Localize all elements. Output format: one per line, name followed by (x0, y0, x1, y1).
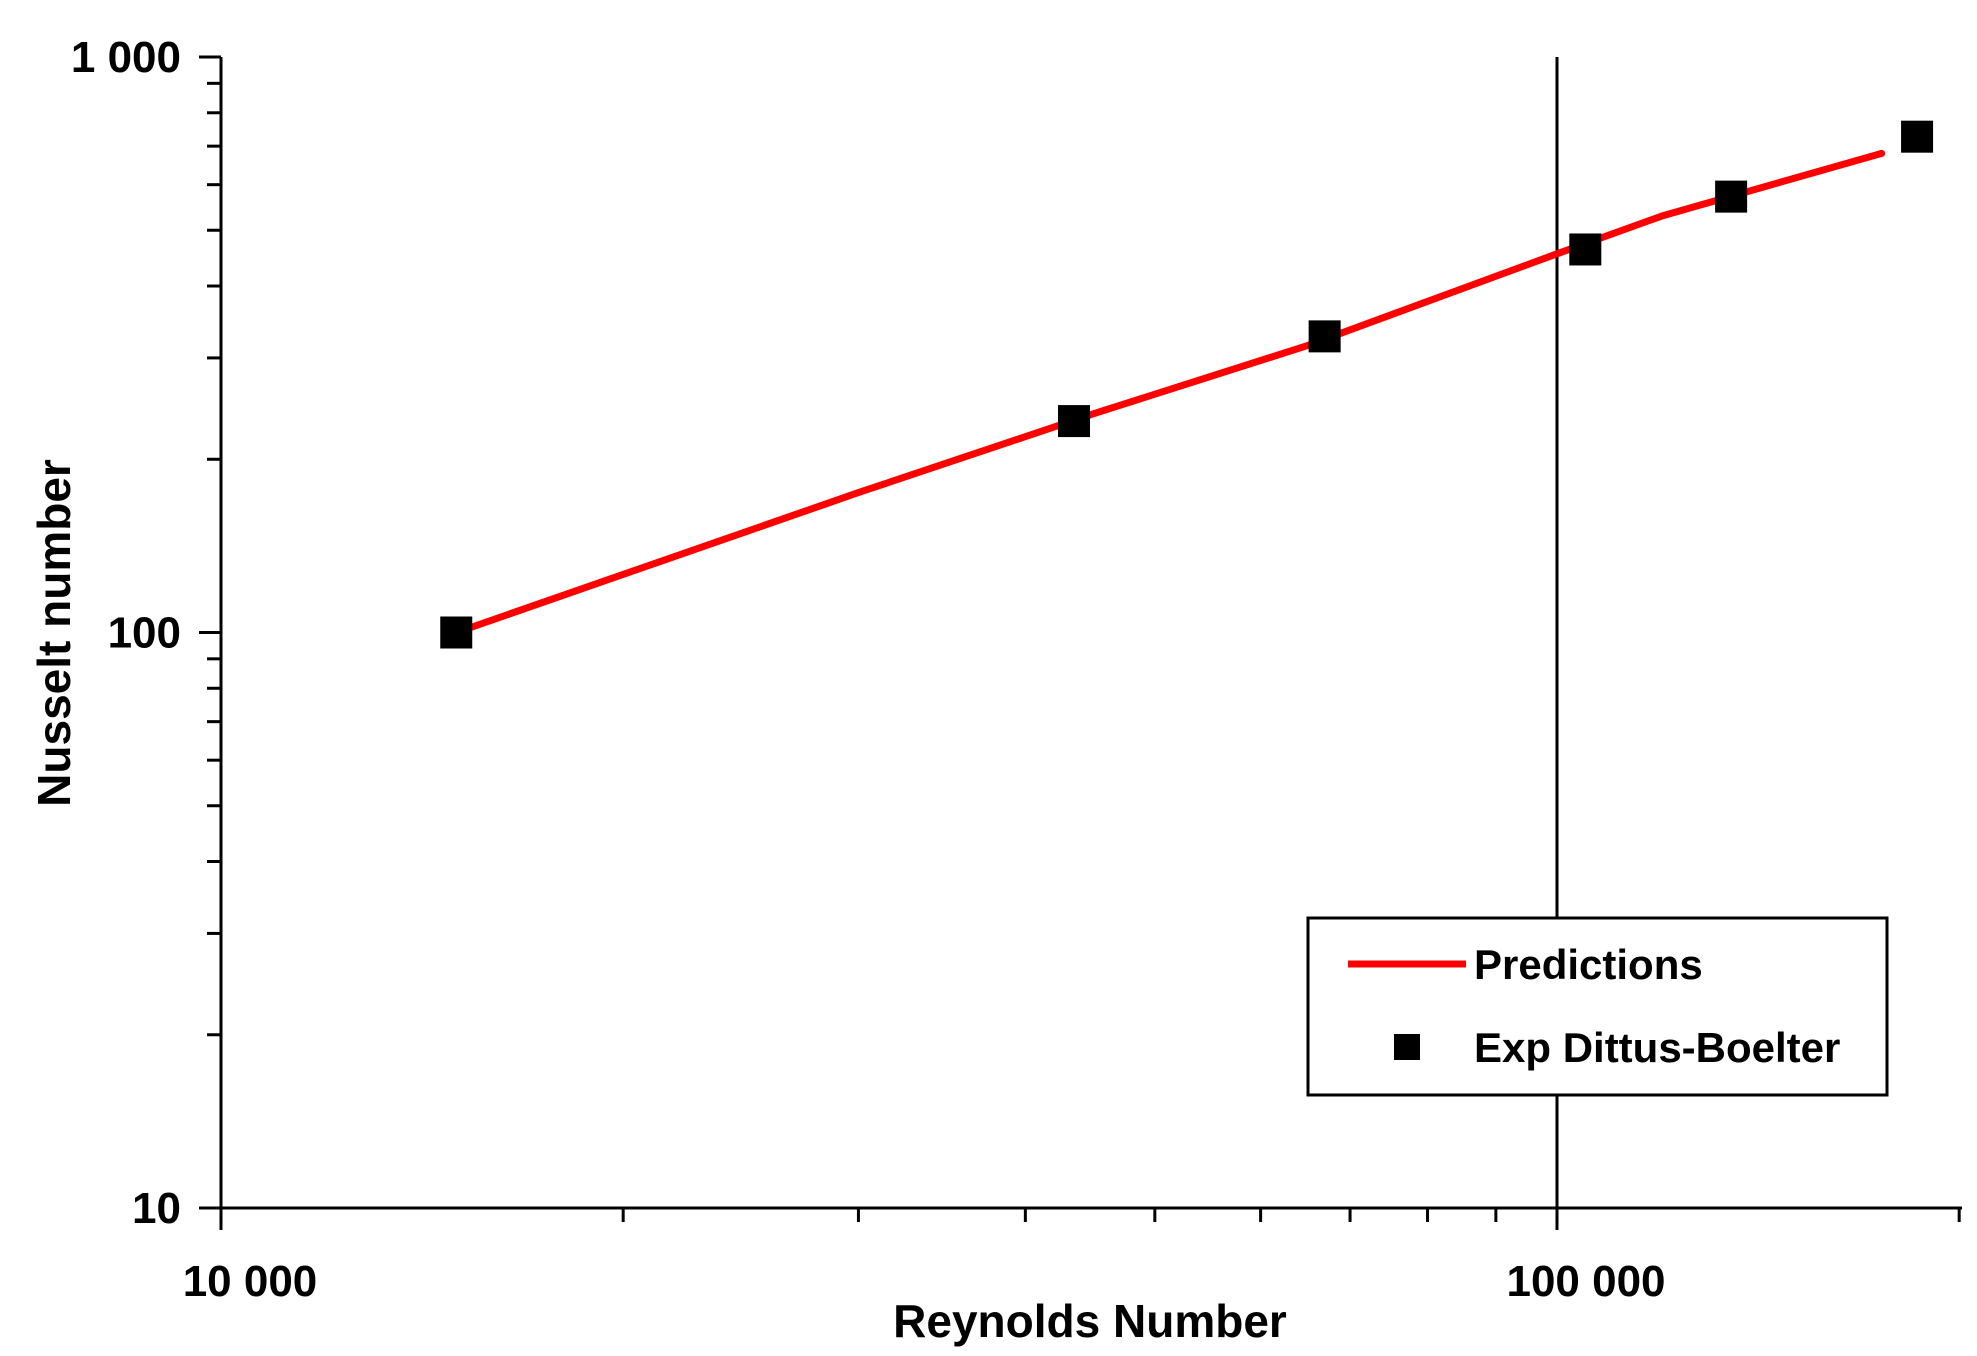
x-minor-ticks (219, 1208, 1961, 1230)
exp-dittus-boelter-point (1058, 405, 1091, 438)
x-axis-title: Reynolds Number (893, 1295, 1287, 1347)
exp-dittus-boelter-point (1901, 120, 1934, 153)
predictions-line (452, 149, 1886, 636)
legend-exp-swatch (1394, 1034, 1420, 1060)
x-tick-labels: 10 000 100 000 (183, 1257, 1666, 1306)
y-tick-label: 10 (132, 1184, 181, 1233)
legend-box (1306, 916, 1889, 1097)
legend-exp-label: Exp Dittus-Boelter (1474, 1024, 1840, 1071)
y-tick-label: 1 000 (71, 33, 181, 82)
y-axis-title: Nusselt number (28, 459, 80, 807)
y-tick-labels: 10 100 1 000 (71, 33, 181, 1233)
legend-predictions-label: Predictions (1474, 941, 1703, 988)
exp-dittus-boelter-point (440, 616, 473, 649)
y-tick-label: 100 (108, 609, 181, 658)
exp-dittus-boelter-point (1715, 180, 1748, 213)
legend: Predictions Exp Dittus-Boelter (1306, 916, 1889, 1097)
x-tick-label: 100 000 (1506, 1257, 1665, 1306)
x-tick-label: 10 000 (183, 1257, 318, 1306)
exp-dittus-boelter-point (1569, 233, 1602, 266)
y-minor-ticks (199, 55, 221, 1210)
exp-dittus-boelter-point (1308, 320, 1341, 353)
series-layer (440, 120, 1934, 649)
